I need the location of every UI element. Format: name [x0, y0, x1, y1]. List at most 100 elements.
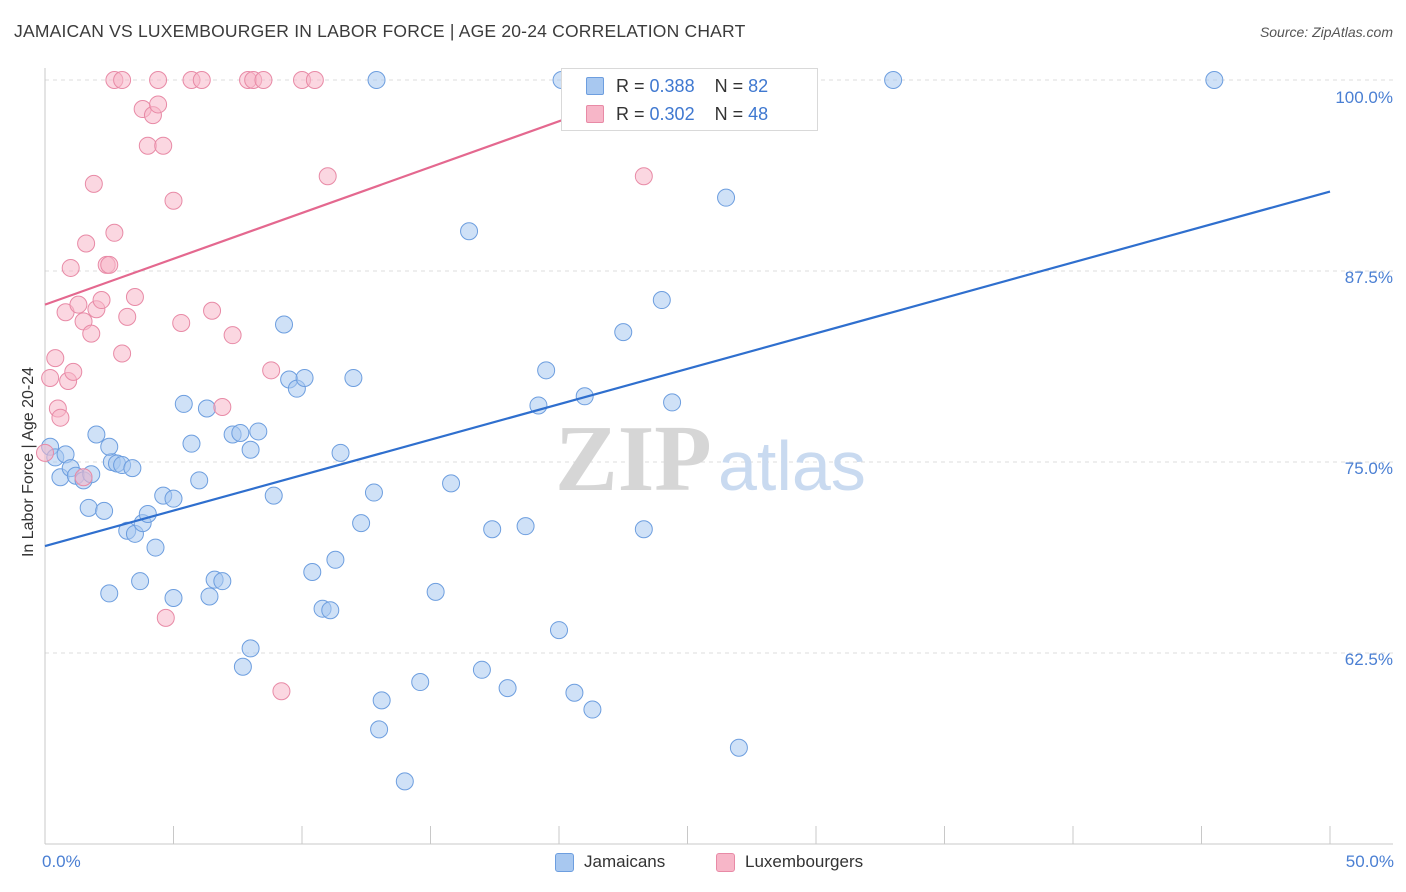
point-luxembourgers [74, 468, 93, 487]
point-luxembourgers [41, 368, 60, 387]
point-luxembourgers [213, 397, 232, 416]
point-jamaicans [264, 486, 283, 505]
x-tick-label-max: 50.0% [1345, 852, 1394, 871]
y-tick-labels: 62.5% 75.0% 87.5% 100.0% [1335, 88, 1393, 669]
point-luxembourgers [92, 291, 111, 310]
series-legend-jamaicans: Jamaicans [555, 852, 665, 872]
gridlines [45, 79, 1393, 654]
x-tick-label-min: 0.0% [42, 852, 81, 871]
point-jamaicans [200, 587, 219, 606]
point-jamaicans [472, 660, 491, 679]
point-jamaicans [164, 489, 183, 508]
point-luxembourgers [138, 136, 157, 155]
y-tick-label: 87.5% [1345, 268, 1393, 287]
point-jamaicans [241, 440, 260, 459]
point-jamaicans [411, 673, 430, 692]
point-jamaicans [123, 459, 142, 478]
watermark-atlas: atlas [718, 427, 866, 505]
point-jamaicans [231, 423, 250, 442]
point-luxembourgers [192, 71, 211, 89]
point-luxembourgers [118, 307, 137, 326]
point-luxembourgers [105, 223, 124, 242]
point-luxembourgers [203, 301, 222, 320]
legend-r-label: R = [616, 75, 645, 96]
point-luxembourgers [305, 71, 324, 89]
point-jamaicans [442, 474, 461, 493]
point-jamaicans [321, 601, 340, 620]
point-luxembourgers [46, 349, 65, 368]
point-jamaicans [197, 399, 216, 418]
point-luxembourgers [172, 313, 191, 332]
point-jamaicans [652, 291, 671, 310]
point-jamaicans [352, 514, 371, 533]
point-jamaicans [583, 700, 602, 719]
point-luxembourgers [223, 326, 242, 345]
legend-swatch-luxembourgers [716, 852, 735, 872]
point-jamaicans [884, 71, 903, 89]
point-luxembourgers [77, 234, 96, 253]
point-jamaicans [344, 368, 363, 387]
stats-legend: R = 0.388 N = 82 R = 0.302 N = 48 [561, 68, 818, 131]
legend-swatch-jamaicans [586, 77, 604, 95]
point-luxembourgers [84, 174, 103, 193]
point-jamaicans [395, 772, 414, 791]
point-luxembourgers [149, 95, 168, 114]
point-luxembourgers [156, 608, 175, 627]
point-jamaicans [331, 443, 350, 462]
point-luxembourgers [113, 344, 132, 363]
point-jamaicans [303, 563, 322, 582]
point-jamaicans [213, 572, 232, 591]
legend-r-value: 0.302 [649, 103, 695, 124]
point-luxembourgers [154, 136, 173, 155]
point-luxembourgers [61, 258, 80, 277]
point-luxembourgers [64, 362, 83, 381]
y-tick-label: 75.0% [1345, 459, 1393, 478]
point-jamaicans [565, 683, 584, 702]
point-jamaicans [275, 315, 294, 334]
point-jamaicans [233, 657, 252, 676]
point-luxembourgers [69, 295, 88, 314]
data-points [36, 71, 1224, 791]
point-jamaicans [131, 572, 150, 591]
point-luxembourgers [272, 682, 291, 701]
trend-line-jamaicans [44, 190, 1331, 548]
point-jamaicans [326, 550, 345, 569]
point-luxembourgers [634, 167, 653, 186]
point-jamaicans [370, 720, 389, 739]
point-jamaicans [100, 437, 119, 456]
y-tick-label: 62.5% [1345, 650, 1393, 669]
point-jamaicans [537, 361, 556, 380]
series-legend-luxembourgers: Luxembourgers [716, 852, 863, 872]
legend-r-label: R = [616, 103, 645, 124]
point-jamaicans [1205, 71, 1224, 89]
point-jamaicans [190, 471, 209, 490]
legend-n-value: 48 [748, 103, 769, 124]
point-luxembourgers [113, 71, 132, 89]
point-jamaicans [498, 679, 517, 698]
point-jamaicans [95, 501, 114, 520]
legend-row-luxembourgers: R = 0.302 N = 48 [586, 101, 768, 127]
legend-n-label: N = [714, 103, 744, 124]
point-jamaicans [460, 222, 479, 241]
y-tick-label: 100.0% [1335, 88, 1393, 107]
legend-r-value: 0.388 [649, 75, 695, 96]
point-luxembourgers [51, 408, 70, 427]
point-jamaicans [164, 588, 183, 607]
legend-swatch-jamaicans [555, 852, 574, 872]
point-luxembourgers [100, 255, 119, 274]
legend-label-jamaicans: Jamaicans [584, 852, 666, 871]
point-jamaicans [550, 621, 568, 640]
watermark-zip: ZIP [555, 407, 712, 511]
legend-label-luxembourgers: Luxembourgers [745, 852, 864, 871]
point-luxembourgers [82, 324, 101, 343]
point-jamaicans [182, 434, 201, 453]
point-luxembourgers [125, 287, 144, 306]
point-jamaicans [364, 483, 383, 502]
point-jamaicans [79, 498, 98, 517]
point-jamaicans [367, 71, 386, 89]
point-jamaicans [634, 520, 653, 539]
chart-title: JAMAICAN VS LUXEMBOURGER IN LABOR FORCE … [14, 21, 746, 41]
legend-n-label: N = [714, 75, 744, 96]
point-jamaicans [241, 639, 260, 658]
